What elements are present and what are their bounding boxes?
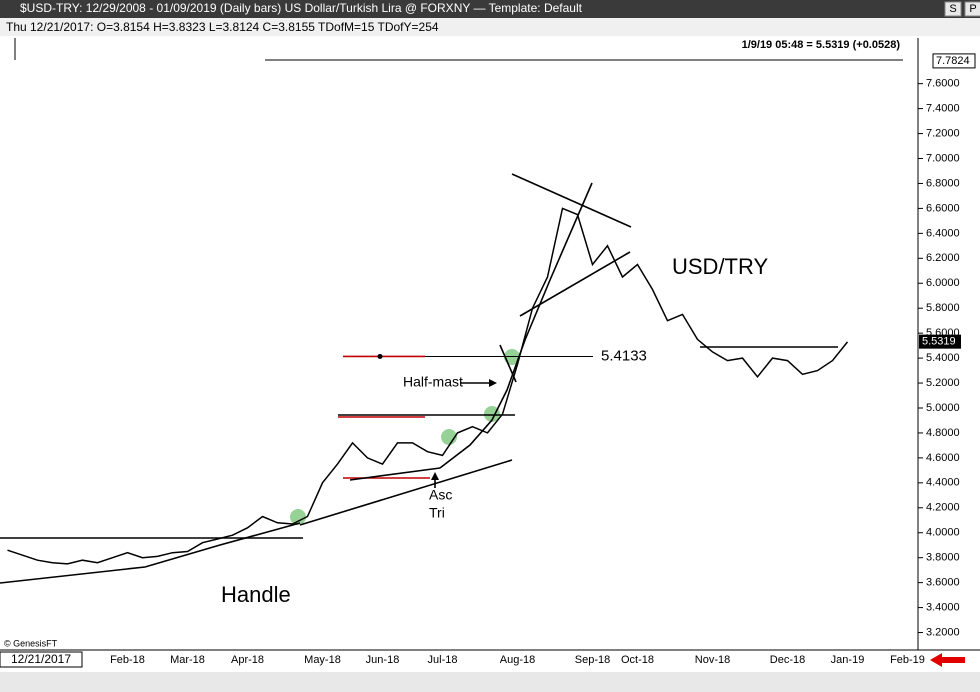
- x-tick-label: Feb-18: [110, 654, 145, 666]
- y-tick-label: 4.8000: [926, 427, 960, 439]
- y-tick-label: 3.8000: [926, 552, 960, 564]
- high-label: 7.7824: [936, 55, 970, 67]
- x-tick-label: Nov-18: [695, 654, 730, 666]
- x-tick-label: Jan-19: [831, 654, 865, 666]
- button-label[interactable]: P: [969, 3, 976, 15]
- y-tick-label: 4.4000: [926, 477, 960, 489]
- y-tick-label: 3.4000: [926, 601, 960, 613]
- y-tick-label: 7.2000: [926, 127, 960, 139]
- last-price-label: 5.5319: [922, 336, 956, 348]
- level-dot: [377, 353, 383, 359]
- y-tick-label: 4.0000: [926, 527, 960, 539]
- window-title: $USD-TRY: 12/29/2008 - 01/09/2019 (Daily…: [20, 1, 583, 15]
- y-tick-label: 3.2000: [926, 626, 960, 638]
- x-tick-label: Jul-18: [428, 654, 458, 666]
- drawings: [0, 173, 838, 584]
- x-tick-label: Mar-18: [170, 654, 205, 666]
- y-tick-label: 6.2000: [926, 252, 960, 264]
- y-tick-label: 5.8000: [926, 302, 960, 314]
- x-tick-label: Sep-18: [575, 654, 610, 666]
- y-tick-label: 4.2000: [926, 502, 960, 514]
- annotation: Asc: [429, 487, 452, 503]
- x-tick-label: Apr-18: [231, 654, 264, 666]
- y-tick-label: 6.6000: [926, 202, 960, 214]
- x-tick-label: May-18: [304, 654, 341, 666]
- status: 1/9/19 05:48 = 5.5319 (+0.0528): [742, 39, 901, 51]
- y-tick-label: 4.6000: [926, 452, 960, 464]
- annotation: Tri: [429, 505, 445, 521]
- x-tick-label: Feb-19: [890, 654, 925, 666]
- scrollbar[interactable]: [0, 672, 980, 692]
- x-tick-label: Dec-18: [770, 654, 805, 666]
- x-tick-label: Oct-18: [621, 654, 654, 666]
- y-tick-label: 5.4000: [926, 352, 960, 364]
- scroll-arrow[interactable]: [930, 653, 965, 667]
- high-box: [932, 53, 976, 69]
- button-label[interactable]: S: [949, 3, 956, 15]
- y-tick-label: 5.0000: [926, 402, 960, 414]
- x-tick-label: Jun-18: [366, 654, 400, 666]
- y-tick-label: 6.0000: [926, 277, 960, 289]
- bar-info: Thu 12/21/2017: O=3.8154 H=3.8323 L=3.81…: [6, 20, 439, 34]
- annotation: Handle: [221, 582, 291, 607]
- y-tick-label: 6.4000: [926, 227, 960, 239]
- title-bar: [0, 0, 980, 18]
- price-line: [7, 207, 849, 565]
- cursor-date: 12/21/2017: [11, 652, 71, 666]
- x-tick-label: Aug-18: [500, 654, 535, 666]
- annotation: USD/TRY: [672, 254, 768, 279]
- y-tick-label: 3.6000: [926, 577, 960, 589]
- cursor-date-box: [0, 651, 83, 668]
- annotation: Half-mast: [403, 374, 463, 390]
- y-tick-label: 6.8000: [926, 177, 960, 189]
- level-label: 5.4133: [601, 347, 647, 364]
- info-bar: [0, 18, 980, 36]
- y-tick-label: 5.2000: [926, 377, 960, 389]
- y-tick-label: 7.6000: [926, 78, 960, 90]
- last-price-box: [919, 334, 961, 349]
- watermark: © GenesisFT: [4, 638, 58, 648]
- y-tick-label: 7.0000: [926, 152, 960, 164]
- y-tick-label: 7.4000: [926, 103, 960, 115]
- button[interactable]: [964, 1, 980, 17]
- button[interactable]: [944, 1, 962, 17]
